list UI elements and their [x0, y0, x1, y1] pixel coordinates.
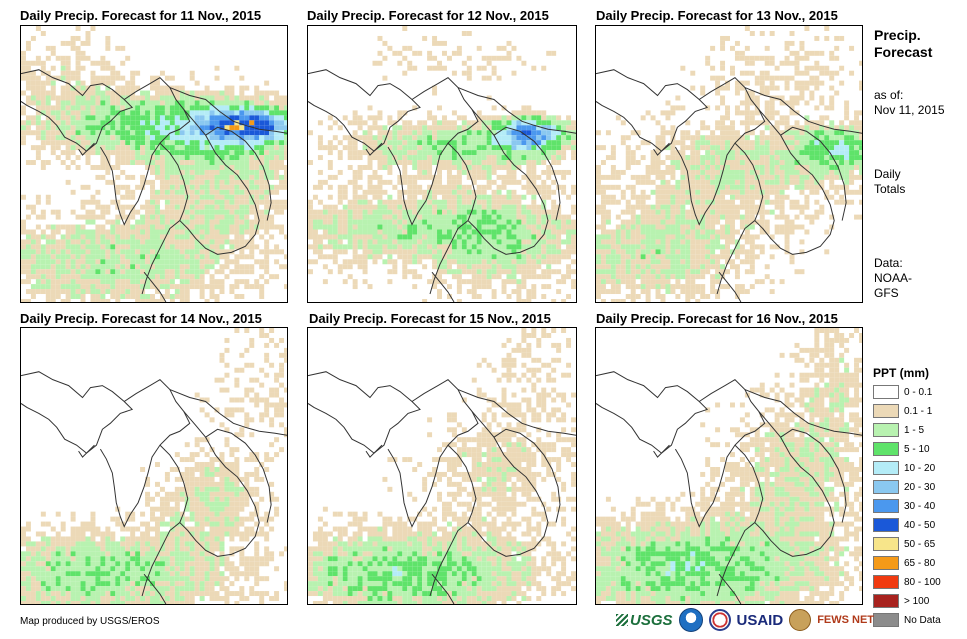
- forecast-map-6: [595, 327, 863, 605]
- legend-label: 0 - 0.1: [904, 386, 933, 398]
- legend-item: 0.1 - 1: [873, 403, 941, 419]
- legend-item: 80 - 100: [873, 574, 941, 590]
- legend-label: 40 - 50: [904, 519, 936, 531]
- totals-line1: Daily: [874, 167, 901, 181]
- legend-item: > 100: [873, 593, 941, 609]
- legend-swatch: [873, 480, 899, 494]
- side-title-line1: Precip.: [874, 27, 921, 43]
- usaid-seal-icon: [708, 609, 731, 631]
- forecast-map-2: [307, 25, 577, 303]
- country-borders: [21, 69, 287, 302]
- legend-item: 20 - 30: [873, 479, 941, 495]
- side-title-line2: Forecast: [874, 44, 933, 60]
- country-borders: [308, 371, 576, 604]
- country-borders: [308, 69, 576, 302]
- legend-label: 1 - 5: [904, 424, 925, 436]
- fews-net-mark-icon: [789, 609, 812, 631]
- noaa-logo: [678, 608, 703, 632]
- usgs-logo-text: USGS: [630, 611, 673, 629]
- legend-label: 10 - 20: [904, 462, 936, 474]
- legend-swatch: [873, 518, 899, 532]
- legend-label: 20 - 30: [904, 481, 936, 493]
- precip-field: [308, 26, 576, 302]
- legend-item: 0 - 0.1: [873, 384, 941, 400]
- fews-net-logo: FEWS NET: [817, 614, 875, 626]
- as-of-date: Nov 11, 2015: [874, 103, 945, 117]
- forecast-map-5: [307, 327, 577, 605]
- map-credit: Map produced by USGS/EROS: [20, 616, 160, 627]
- legend-swatch: [873, 442, 899, 456]
- country-borders: [21, 371, 287, 604]
- precip-field: [596, 328, 862, 604]
- panel-title-1: Daily Precip. Forecast for 11 Nov., 2015: [20, 8, 262, 23]
- side-title: Precip. Forecast: [874, 27, 932, 61]
- legend-item: 65 - 80: [873, 555, 941, 571]
- legend-swatch: [873, 461, 899, 475]
- panel-title-5: Daily Precip. Forecast for 15 Nov., 2015: [309, 311, 551, 326]
- legend-swatch: [873, 385, 899, 399]
- logo-strip: USGS USAID FEWS NET: [616, 606, 874, 634]
- forecast-map-4: [20, 327, 288, 605]
- usaid-logo: USAID: [736, 611, 784, 629]
- legend-swatch: [873, 499, 899, 513]
- precip-field: [308, 328, 576, 604]
- legend-swatch: [873, 556, 899, 570]
- precip-field: [596, 26, 862, 302]
- usgs-logo: USGS: [616, 612, 673, 629]
- forecast-map-3: [595, 25, 863, 303]
- legend-item: 40 - 50: [873, 517, 941, 533]
- data-source-line2: NOAA-: [874, 271, 913, 285]
- legend-swatch: [873, 594, 899, 608]
- legend-swatch: [873, 613, 899, 627]
- legend-swatch: [873, 575, 899, 589]
- totals-line2: Totals: [874, 182, 906, 196]
- legend-label: 5 - 10: [904, 443, 930, 455]
- legend-label: 0.1 - 1: [904, 405, 933, 417]
- legend-title: PPT (mm): [873, 366, 930, 380]
- legend-swatch: [873, 537, 899, 551]
- legend: 0 - 0.1 0.1 - 1 1 - 5 5 - 10 10 - 20 20 - 30 3…: [873, 384, 941, 631]
- panel-title-6: Daily Precip. Forecast for 16 Nov., 2015: [596, 311, 838, 326]
- legend-label: No Data: [904, 614, 941, 626]
- precip-field: [21, 328, 287, 604]
- panel-title-4: Daily Precip. Forecast for 14 Nov., 2015: [20, 311, 262, 326]
- legend-label: 65 - 80: [904, 557, 936, 569]
- legend-item: 1 - 5: [873, 422, 941, 438]
- totals-block: Daily Totals: [874, 167, 905, 197]
- data-source-label: Data:: [874, 256, 903, 270]
- legend-label: > 100: [904, 595, 930, 607]
- country-borders: [596, 69, 862, 302]
- as-of-label: as of:: [874, 88, 904, 102]
- legend-label: 80 - 100: [904, 576, 941, 588]
- legend-swatch: [873, 404, 899, 418]
- panel-title-3: Daily Precip. Forecast for 13 Nov., 2015: [596, 8, 838, 23]
- legend-item: 5 - 10: [873, 441, 941, 457]
- legend-label: 30 - 40: [904, 500, 936, 512]
- panel-title-2: Daily Precip. Forecast for 12 Nov., 2015: [307, 8, 549, 23]
- country-borders: [596, 371, 862, 604]
- legend-item: 30 - 40: [873, 498, 941, 514]
- legend-swatch: [873, 423, 899, 437]
- data-source-line3: GFS: [874, 286, 899, 300]
- forecast-map-1: [20, 25, 288, 303]
- legend-item: 10 - 20: [873, 460, 941, 476]
- precip-field: [21, 26, 287, 302]
- data-source-block: Data: NOAA- GFS: [874, 256, 912, 301]
- as-of-block: as of: Nov 11, 2015: [874, 88, 945, 118]
- legend-label: 50 - 65: [904, 538, 936, 550]
- legend-item: No Data: [873, 612, 941, 628]
- legend-item: 50 - 65: [873, 536, 941, 552]
